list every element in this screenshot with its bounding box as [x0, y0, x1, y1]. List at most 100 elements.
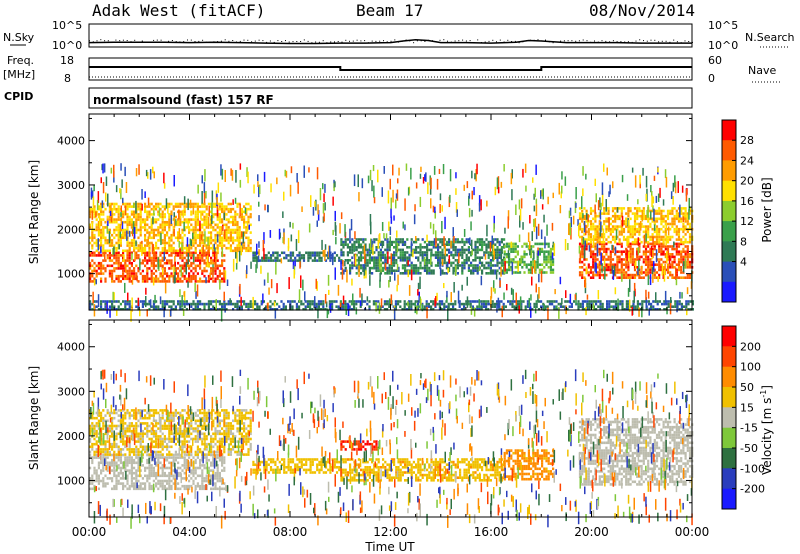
- data-cell: [146, 244, 149, 247]
- data-cell: [128, 305, 131, 308]
- scatter-echo: [126, 230, 128, 241]
- data-cell: [589, 220, 593, 223]
- data-cell: [629, 207, 632, 210]
- data-cell: [152, 236, 155, 240]
- scatter-echo: [170, 215, 173, 225]
- data-cell: [684, 276, 687, 279]
- data-cell: [203, 269, 206, 273]
- scatter-echo: [369, 169, 372, 181]
- data-cell: [155, 264, 158, 268]
- data-cell: [614, 240, 617, 244]
- data-cell: [137, 305, 140, 308]
- scatter-echo: [267, 204, 269, 213]
- data-cell: [329, 256, 332, 260]
- data-cell: [207, 308, 210, 311]
- data-cell: [128, 223, 131, 227]
- scatter-echo: [371, 180, 373, 192]
- data-cell: [386, 272, 389, 275]
- data-cell: [216, 231, 219, 234]
- scatter-echo: [190, 240, 192, 247]
- data-cell: [454, 253, 457, 257]
- data-cell: [618, 207, 621, 210]
- data-cell: [384, 248, 387, 252]
- data-cell: [287, 259, 290, 262]
- data-cell: [682, 222, 685, 226]
- data-cell: [201, 302, 204, 306]
- data-cell: [177, 239, 180, 242]
- data-cell: [647, 302, 650, 306]
- data-cell: [386, 238, 389, 241]
- data-cell: [399, 248, 402, 252]
- data-cell: [655, 235, 659, 239]
- data-cell: [346, 246, 349, 249]
- data-cell: [111, 264, 114, 268]
- data-cell: [293, 300, 296, 303]
- data-cell: [155, 269, 158, 273]
- data-cell: [585, 245, 588, 248]
- scatter-echo: [141, 243, 143, 256]
- data-cell: [100, 210, 103, 214]
- data-cell: [111, 277, 114, 281]
- data-cell: [214, 233, 217, 237]
- data-cell: [269, 305, 272, 308]
- scatter-echo: [429, 222, 432, 229]
- data-cell: [296, 254, 299, 257]
- data-cell: [456, 261, 459, 265]
- data-cell: [596, 263, 599, 266]
- scatter-echo: [533, 252, 535, 259]
- scatter-echo: [430, 257, 432, 265]
- data-cell: [223, 207, 226, 211]
- scatter-echo: [415, 236, 417, 242]
- data-cell: [236, 233, 239, 237]
- data-cell: [633, 233, 637, 236]
- data-cell: [161, 264, 164, 268]
- data-cell: [487, 251, 490, 254]
- data-cell: [503, 256, 506, 259]
- scatter-echo: [504, 261, 506, 272]
- data-cell: [346, 251, 349, 254]
- data-cell: [543, 260, 546, 264]
- nsearch-point: [526, 40, 528, 42]
- data-cell: [655, 271, 659, 274]
- nsearch-point: [492, 39, 494, 41]
- data-cell: [205, 215, 208, 219]
- scatter-echo: [553, 243, 556, 256]
- data-cell: [214, 236, 217, 240]
- data-cell: [104, 259, 107, 262]
- data-cell: [583, 240, 586, 244]
- data-cell: [426, 256, 429, 259]
- scatter-echo: [231, 169, 234, 181]
- data-cell: [223, 277, 226, 281]
- data-cell: [227, 202, 230, 206]
- data-cell: [192, 251, 195, 255]
- scatter-echo: [344, 261, 346, 267]
- data-cell: [633, 222, 637, 226]
- data-cell: [542, 308, 545, 311]
- data-cell: [185, 259, 188, 262]
- data-cell: [618, 276, 621, 279]
- nsearch-point: [334, 41, 335, 43]
- data-cell: [456, 266, 459, 270]
- data-cell: [519, 271, 522, 274]
- data-cell: [168, 241, 171, 245]
- data-cell: [671, 222, 674, 226]
- scatter-echo: [471, 249, 473, 256]
- data-cell: [386, 300, 389, 303]
- data-cell: [152, 218, 155, 221]
- scatter-echo: [522, 168, 524, 178]
- data-cell: [460, 302, 463, 306]
- scatter-echo: [145, 296, 147, 308]
- data-cell: [148, 267, 151, 270]
- data-cell: [379, 248, 382, 252]
- data-cell: [430, 264, 433, 267]
- data-cell: [375, 248, 378, 252]
- data-cell: [212, 261, 215, 265]
- data-cell: [660, 212, 663, 215]
- data-cell: [102, 267, 105, 270]
- scatter-echo: [478, 195, 481, 206]
- data-cell: [170, 274, 173, 278]
- data-cell: [117, 239, 120, 242]
- data-cell: [603, 220, 606, 223]
- data-cell: [102, 254, 105, 257]
- data-cell: [445, 266, 448, 270]
